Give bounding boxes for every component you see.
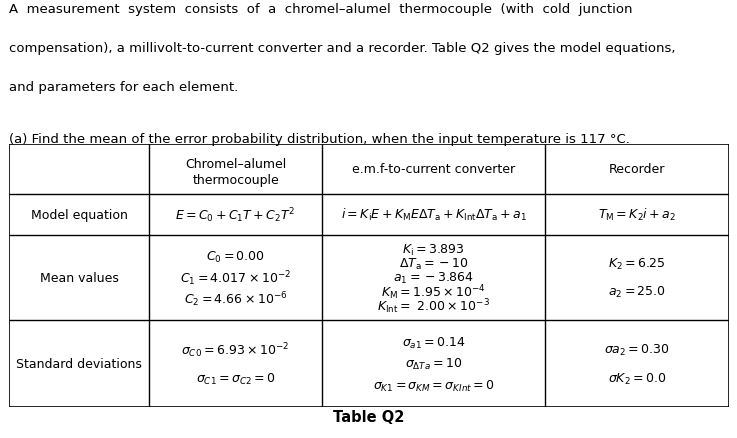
Text: $a_1 = -3.864$: $a_1 = -3.864$	[394, 270, 474, 286]
Text: $a_2 = 25.0$: $a_2 = 25.0$	[608, 285, 666, 300]
Text: $\sigma a_2 = 0.30$: $\sigma a_2 = 0.30$	[604, 342, 670, 357]
Text: $\Delta T_{\rm a} = -10$: $\Delta T_{\rm a} = -10$	[399, 256, 469, 271]
Text: $\sigma_{C1} = \sigma_{C2} = 0$: $\sigma_{C1} = \sigma_{C2} = 0$	[196, 371, 276, 386]
Text: and parameters for each element.: and parameters for each element.	[9, 81, 238, 94]
Text: Mean values: Mean values	[40, 272, 119, 284]
Text: e.m.f-to-current converter: e.m.f-to-current converter	[352, 163, 515, 176]
Text: $\sigma_{C0} = 6.93 \times 10^{-2}$: $\sigma_{C0} = 6.93 \times 10^{-2}$	[181, 340, 290, 359]
Text: Chromel–alumel: Chromel–alumel	[185, 158, 286, 171]
Text: $C_2 = 4.66 \times 10^{-6}$: $C_2 = 4.66 \times 10^{-6}$	[184, 290, 287, 309]
Text: $\sigma_{K1} = \sigma_{KM} = \sigma_{KInt} = 0$: $\sigma_{K1} = \sigma_{KM} = \sigma_{KIn…	[373, 378, 495, 393]
Text: $\sigma K_2 = 0.0$: $\sigma K_2 = 0.0$	[608, 371, 666, 386]
Text: $i = K_{\rm i}E + K_{\rm M}E\Delta T_{\rm a}+ K_{\rm Int}\Delta T_{\rm a} + a_1$: $i = K_{\rm i}E + K_{\rm M}E\Delta T_{\r…	[340, 207, 527, 223]
Text: $K_{\rm M} = 1.95 \times 10^{-4}$: $K_{\rm M} = 1.95 \times 10^{-4}$	[381, 283, 486, 301]
Text: $E = C_0 + C_1T + C_2T^2$: $E = C_0 + C_1T + C_2T^2$	[175, 205, 296, 224]
Text: $C_1 = 4.017 \times 10^{-2}$: $C_1 = 4.017 \times 10^{-2}$	[180, 268, 291, 287]
Text: $K_{\rm Int}{=}\ 2.00 \times 10^{-3}$: $K_{\rm Int}{=}\ 2.00 \times 10^{-3}$	[377, 297, 490, 316]
Text: (a) Find the mean of the error probability distribution, when the input temperat: (a) Find the mean of the error probabili…	[9, 133, 629, 146]
Text: $\sigma_{a1} = 0.14$: $\sigma_{a1} = 0.14$	[402, 335, 466, 350]
Text: $\sigma_{\Delta Ta} = 10$: $\sigma_{\Delta Ta} = 10$	[405, 357, 462, 371]
Text: Recorder: Recorder	[609, 163, 666, 176]
Text: $T_{\rm M} = K_{\rm 2}i + a_{\rm 2}$: $T_{\rm M} = K_{\rm 2}i + a_{\rm 2}$	[598, 207, 676, 223]
Text: Model equation: Model equation	[31, 208, 128, 221]
Text: $C_0 = 0.00$: $C_0 = 0.00$	[206, 249, 265, 264]
Text: $K_2 = 6.25$: $K_2 = 6.25$	[608, 256, 666, 271]
Text: $K_{\rm i} = 3.893$: $K_{\rm i} = 3.893$	[402, 242, 465, 257]
Text: A  measurement  system  consists  of  a  chromel–alumel  thermocouple  (with  co: A measurement system consists of a chrom…	[9, 3, 632, 16]
Text: Table Q2: Table Q2	[333, 409, 404, 424]
Text: compensation), a millivolt-to-current converter and a recorder. Table Q2 gives t: compensation), a millivolt-to-current co…	[9, 42, 675, 55]
Text: Standard deviations: Standard deviations	[16, 357, 142, 371]
Text: thermocouple: thermocouple	[192, 173, 279, 187]
